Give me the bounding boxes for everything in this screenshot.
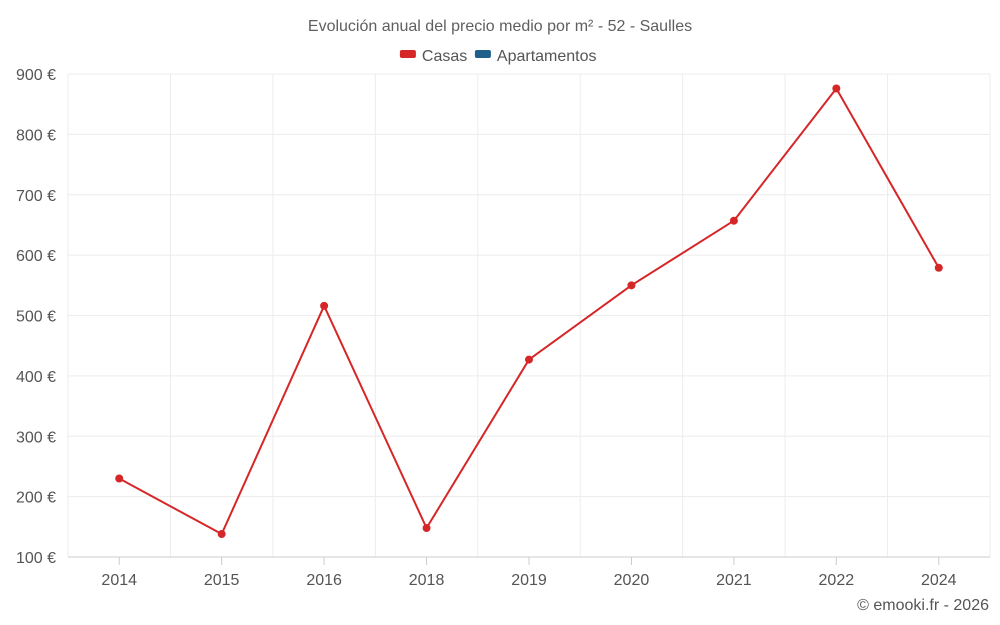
series: [115, 84, 943, 539]
data-point[interactable]: [217, 530, 226, 539]
data-point[interactable]: [320, 301, 329, 310]
x-tick-label: 2021: [716, 572, 752, 589]
series-line-casas: [118, 87, 940, 536]
x-tick-label: 2016: [306, 572, 342, 589]
x-tick-label: 2014: [101, 572, 137, 589]
data-point[interactable]: [525, 355, 533, 364]
data-point[interactable]: [934, 263, 943, 272]
legend: Casas Apartamentos: [399, 48, 597, 65]
x-axis: 2014 2015 2016 2018 2019 2020 2021 2022 2024: [101, 557, 957, 589]
legend-label[interactable]: Casas: [422, 48, 467, 65]
x-tick-label: 2018: [409, 572, 445, 589]
y-tick-label: 700 €: [16, 188, 56, 205]
x-tick-label: 2024: [921, 572, 957, 589]
y-tick-label: 100 €: [16, 550, 56, 567]
y-tick-label: 400 €: [16, 369, 56, 386]
data-point[interactable]: [627, 281, 636, 290]
grid: [67, 73, 991, 558]
chart-title: Evolución anual del precio medio por m² …: [308, 18, 692, 35]
x-tick-label: 2015: [204, 572, 240, 589]
data-point[interactable]: [115, 474, 124, 483]
x-tick-label: 2019: [511, 572, 547, 589]
data-point[interactable]: [422, 524, 431, 533]
x-tick-label: 2020: [614, 572, 650, 589]
data-point[interactable]: [729, 216, 738, 225]
y-tick-label: 800 €: [16, 127, 56, 144]
legend-swatch[interactable]: [399, 50, 416, 58]
y-tick-label: 600 €: [16, 248, 56, 265]
y-tick-label: 500 €: [16, 309, 56, 326]
y-tick-label: 300 €: [16, 429, 56, 446]
credit-text: © emooki.fr - 2026: [857, 597, 989, 614]
legend-swatch[interactable]: [474, 50, 491, 58]
data-point[interactable]: [832, 84, 841, 93]
y-tick-label: 200 €: [16, 490, 56, 507]
legend-label[interactable]: Apartamentos: [497, 48, 597, 65]
y-axis: 100 € 200 € 300 € 400 € 500 € 600 € 700 € 800 €…: [16, 67, 56, 567]
y-tick-label: 900 €: [16, 67, 56, 84]
x-tick-label: 2022: [819, 572, 855, 589]
